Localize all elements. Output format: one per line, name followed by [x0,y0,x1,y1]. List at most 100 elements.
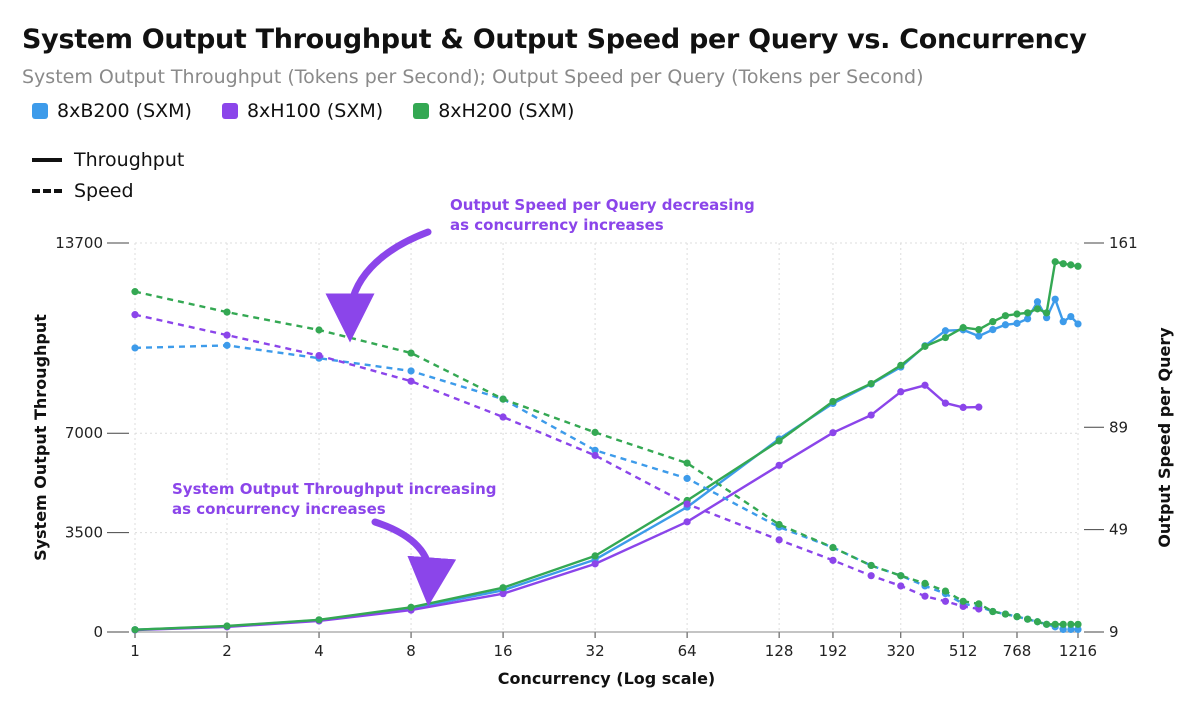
x-tick-label: 64 [678,642,697,660]
y-right-tick-label: 49 [1109,521,1128,539]
legend-item-h100[interactable]: 8xH100 (SXM) [221,100,384,122]
x-tick-label: 128 [765,642,794,660]
data-point-8xh200-sxm--throughput [1033,305,1042,313]
series-line-8xh100-sxm--speed [134,313,979,611]
data-point-8xb200-sxm--speed [131,344,139,352]
data-point-8xh200-sxm--speed [407,349,415,357]
data-point-8xh200-sxm--throughput [223,622,231,630]
annotation-speed-line2: as concurrency increases [450,216,664,234]
legend-swatch-b200 [32,103,48,119]
y-left-tick-label: 0 [93,623,103,641]
data-point-8xb200-sxm--throughput [1033,298,1042,306]
data-point-8xb200-sxm--throughput [1059,318,1067,326]
series-line-8xh200-sxm--throughput [134,260,1079,631]
data-point-8xb200-sxm--throughput [1051,295,1059,303]
legend-item-h200[interactable]: 8xH200 (SXM) [413,100,574,122]
data-point-8xh200-sxm--speed [775,520,783,529]
data-point-8xb200-sxm--speed [1067,625,1075,634]
data-point-8xh100-sxm--speed [315,352,323,360]
data-point-8xh200-sxm--speed [499,395,507,403]
data-point-8xb200-sxm--throughput [941,327,950,335]
data-point-8xh200-sxm--throughput [1059,260,1067,268]
data-point-8xh100-sxm--speed [223,331,231,339]
data-point-8xh200-sxm--speed [1043,620,1051,628]
data-point-8xh200-sxm--throughput [989,318,997,326]
data-point-8xb200-sxm--throughput [1001,321,1010,329]
data-point-8xh100-sxm--speed [407,377,415,385]
data-point-8xb200-sxm--speed [1059,625,1067,634]
dashed-line-icon [32,188,62,193]
data-point-8xb200-sxm--speed [683,474,691,483]
data-point-8xh100-sxm--speed [829,556,837,564]
y-right-tick-label: 9 [1109,623,1119,641]
data-point-8xh200-sxm--throughput [867,379,875,388]
data-point-8xh100-sxm--throughput [897,388,905,396]
data-point-8xh200-sxm--throughput [1051,258,1059,266]
legend-style-throughput: Throughput [32,144,184,175]
data-point-8xh200-sxm--speed [1033,618,1042,626]
chart-title: System Output Throughput & Output Speed … [22,24,1087,55]
data-point-8xb200-sxm--throughput [1024,315,1032,323]
data-point-8xh200-sxm--speed [1067,620,1075,628]
data-point-8xh100-sxm--speed [683,500,691,508]
data-point-8xh200-sxm--throughput [315,616,323,624]
data-point-8xh100-sxm--throughput [975,403,983,411]
data-point-8xh200-sxm--speed [1024,615,1032,623]
data-point-8xh100-sxm--speed [867,572,875,580]
data-point-8xh200-sxm--speed [683,459,691,467]
legend-swatch-h200 [413,103,430,119]
annotation-throughput-line1: System Output Throughput increasing [172,480,497,498]
data-point-8xh200-sxm--throughput [1013,310,1021,318]
data-point-8xb200-sxm--speed [223,341,231,349]
data-point-8xh200-sxm--throughput [1043,309,1051,317]
data-point-8xh200-sxm--throughput [407,603,415,611]
x-tick-label: 1 [130,642,140,660]
data-point-8xh200-sxm--speed [1001,610,1010,618]
line-style-legend: Throughput Speed [32,144,184,206]
x-tick-label: 32 [586,642,605,660]
y-left-tick-label: 13700 [55,234,103,252]
legend-swatch-h100 [221,103,238,119]
data-point-8xb200-sxm--throughput [1067,312,1075,321]
data-point-8xh100-sxm--throughput [921,381,929,389]
data-point-8xh200-sxm--throughput [975,326,983,334]
data-point-8xh100-sxm--speed [941,597,950,605]
data-point-8xh100-sxm--speed [499,413,507,421]
y-left-tick-label: 7000 [65,424,103,442]
legend-label-h100: 8xH100 (SXM) [246,100,384,122]
x-tick-label: 2 [222,642,232,660]
data-point-8xh100-sxm--throughput [775,461,783,469]
series-legend: 8xB200 (SXM) 8xH100 (SXM) 8xH200 (SXM) [32,100,574,122]
data-point-8xh200-sxm--speed [315,326,323,334]
data-point-8xh200-sxm--speed [975,600,983,608]
annotation-throughput-line2: as concurrency increases [172,500,386,518]
legend-label-h200: 8xH200 (SXM) [438,100,575,122]
data-point-8xh200-sxm--throughput [131,626,139,634]
data-point-8xh200-sxm--throughput [941,333,950,342]
data-point-8xh100-sxm--speed [131,311,139,319]
data-point-8xh200-sxm--speed [131,288,139,296]
annotation-arrow-speed [325,228,432,343]
data-point-8xh200-sxm--throughput [959,324,967,332]
y-right-tick-label: 89 [1109,418,1128,436]
data-point-8xh200-sxm--throughput [829,397,837,406]
data-point-8xh100-sxm--throughput [959,403,967,412]
data-point-8xb200-sxm--throughput [975,332,983,340]
x-tick-label: 192 [819,642,848,660]
data-point-8xh100-sxm--speed [591,451,599,460]
data-point-8xh200-sxm--speed [1051,620,1059,628]
x-tick-label: 512 [949,642,978,660]
data-point-8xh200-sxm--speed [1059,620,1067,628]
x-tick-label: 4 [314,642,324,660]
data-point-8xh200-sxm--throughput [1074,262,1082,270]
data-point-8xh200-sxm--speed [223,308,231,316]
data-point-8xh200-sxm--throughput [897,361,905,369]
data-point-8xh200-sxm--speed [941,587,950,595]
data-point-8xh200-sxm--speed [867,561,875,570]
x-tick-label: 768 [1003,642,1032,660]
legend-item-b200[interactable]: 8xB200 (SXM) [32,100,192,122]
data-point-8xh100-sxm--throughput [941,399,950,407]
data-point-8xb200-sxm--throughput [1074,320,1082,328]
data-point-8xh100-sxm--speed [975,605,983,613]
data-point-8xb200-sxm--throughput [1013,319,1021,327]
